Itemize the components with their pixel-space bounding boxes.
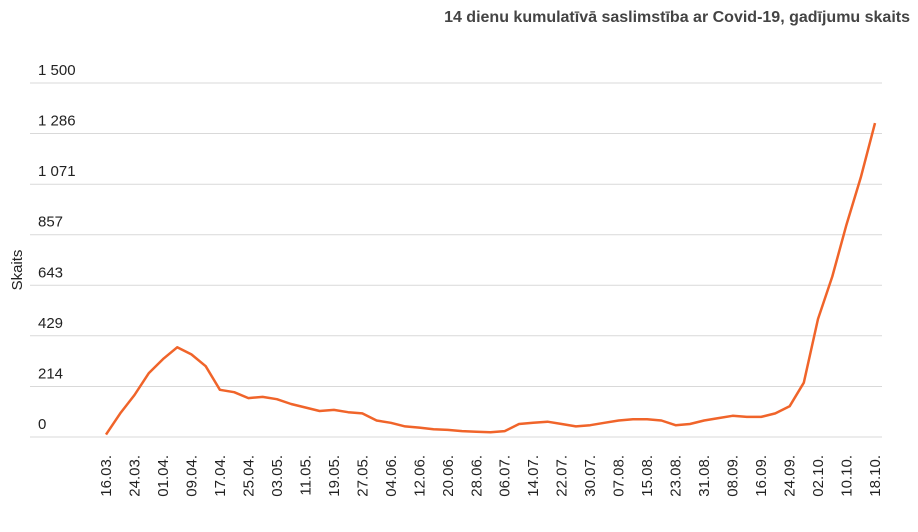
x-tick-label: 30.07. [582, 455, 599, 497]
x-tick-label: 01.04. [155, 455, 172, 497]
y-tick-label: 0 [38, 416, 46, 433]
x-tick-label: 19.05. [326, 455, 343, 497]
x-tick-label: 23.08. [668, 455, 685, 497]
chart-title: 14 dienu kumulatīvā saslimstība ar Covid… [444, 9, 910, 26]
x-tick-label: 16.03. [98, 455, 115, 497]
y-tick-label: 1 071 [38, 163, 76, 180]
x-tick-label: 18.10. [867, 455, 884, 497]
x-tick-label: 03.05. [269, 455, 286, 497]
x-tick-label: 22.07. [554, 455, 571, 497]
x-tick-label: 28.06. [468, 455, 485, 497]
x-tick-label: 31.08. [696, 455, 713, 497]
x-tick-label: 02.10. [810, 455, 827, 497]
x-tick-label: 27.05. [354, 455, 371, 497]
x-tick-label: 25.04. [240, 455, 257, 497]
y-tick-label: 857 [38, 214, 63, 231]
x-tick-label: 11.05. [297, 455, 314, 496]
y-tick-label: 643 [38, 264, 63, 281]
x-tick-label: 24.03. [126, 455, 143, 497]
x-tick-label: 14.07. [525, 455, 542, 497]
y-axis-label: Skaits [9, 250, 26, 291]
x-tick-label: 24.09. [782, 455, 799, 497]
x-tick-label: 17.04. [212, 455, 229, 497]
y-tick-label: 429 [38, 315, 63, 332]
x-tick-label: 20.06. [440, 455, 457, 497]
x-tick-label: 15.08. [639, 455, 656, 497]
x-tick-label: 06.07. [497, 455, 514, 497]
data-line [104, 122, 877, 436]
y-tick-label: 1 286 [38, 113, 76, 130]
x-tick-label: 08.09. [725, 455, 742, 497]
x-tick-label: 04.06. [383, 455, 400, 497]
x-tick-label: 09.04. [183, 455, 200, 497]
y-tick-label: 1 500 [38, 62, 76, 79]
x-tick-label: 16.09. [753, 455, 770, 497]
y-tick-label: 214 [38, 365, 63, 382]
x-tick-label: 10.10. [839, 455, 856, 497]
x-tick-label: 07.08. [611, 455, 628, 497]
x-tick-label: 12.06. [411, 455, 428, 497]
